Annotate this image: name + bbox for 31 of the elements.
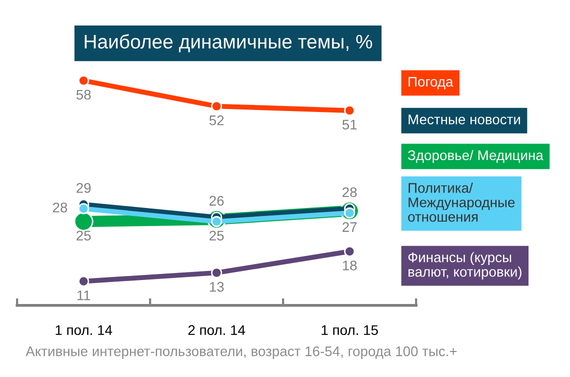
data-label: 25: [76, 230, 91, 241]
data-label: 51: [342, 120, 357, 130]
chart-title: Наиболее динамичные темы, %: [84, 34, 372, 52]
point: [78, 276, 90, 287]
point: [74, 212, 94, 232]
data-label: 52: [209, 115, 224, 126]
x-tick-label: 2 пол. 14: [188, 325, 246, 336]
data-label: 18: [342, 260, 357, 270]
text: Финансы (курсы валют, котировки): [408, 252, 522, 280]
data-label: 28: [52, 202, 68, 212]
x-tick-label: 1 пол. 14: [56, 325, 112, 336]
point: [78, 75, 90, 86]
data-label: 26: [210, 196, 224, 206]
point: [344, 104, 356, 116]
data-label: 25: [210, 230, 224, 241]
point: [211, 100, 222, 112]
point: [211, 267, 222, 278]
data-label: 13: [210, 282, 224, 292]
data-label: 11: [77, 290, 90, 300]
text: Погода: [408, 76, 454, 90]
point: [344, 246, 356, 257]
x-tick-label: 1 пол. 15: [322, 325, 378, 336]
data-label: 58: [76, 90, 91, 100]
text: Политика/ Международные отношения: [408, 182, 515, 222]
text: Здоровье/ Медицина: [408, 150, 544, 163]
text: Активные интернет-пользователи, возраст 16-54, города 100 тыс.+: [26, 346, 457, 359]
point: [78, 203, 90, 214]
data-label: 28: [342, 187, 357, 198]
data-label: 27: [342, 222, 357, 232]
text: Местные новости: [408, 114, 520, 124]
data-label: 29: [76, 183, 91, 193]
